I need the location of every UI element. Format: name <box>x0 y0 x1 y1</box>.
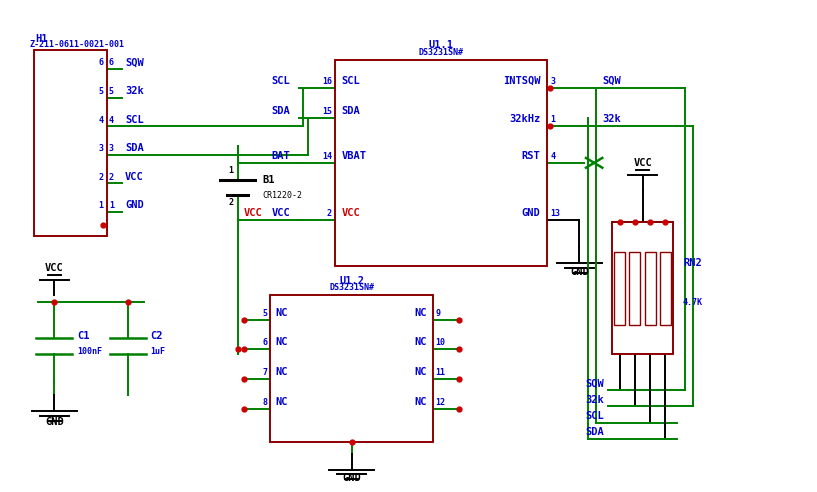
Bar <box>612 221 673 354</box>
Text: INTSQW: INTSQW <box>503 76 540 86</box>
Bar <box>270 295 433 442</box>
Text: 1: 1 <box>229 166 234 175</box>
Text: VCC: VCC <box>633 158 652 168</box>
Text: SCL: SCL <box>585 411 604 421</box>
Text: GND: GND <box>521 209 540 218</box>
Text: RST: RST <box>521 151 540 161</box>
Text: SDA: SDA <box>125 143 144 153</box>
Text: GND: GND <box>342 473 361 483</box>
Text: 32kHz: 32kHz <box>509 114 540 124</box>
Text: Z-211-0611-0021-001: Z-211-0611-0021-001 <box>30 40 125 49</box>
Text: NC: NC <box>415 398 427 407</box>
Bar <box>629 252 641 325</box>
Text: 5: 5 <box>98 87 103 96</box>
Text: 1: 1 <box>109 201 114 211</box>
Text: DS3231SN#: DS3231SN# <box>418 48 463 57</box>
Text: 32k: 32k <box>602 114 621 124</box>
Text: VCC: VCC <box>244 208 263 218</box>
Text: SCL: SCL <box>125 115 144 124</box>
Text: 1: 1 <box>98 201 103 211</box>
Text: 5: 5 <box>262 309 268 318</box>
Text: 6: 6 <box>109 59 114 67</box>
Text: 4: 4 <box>98 116 103 124</box>
Text: 8: 8 <box>262 399 268 407</box>
Text: 100nF: 100nF <box>77 347 102 356</box>
Text: 3: 3 <box>109 144 114 153</box>
Text: NC: NC <box>276 338 288 347</box>
Text: 11: 11 <box>435 368 445 376</box>
Text: 3: 3 <box>550 77 556 86</box>
Text: SDA: SDA <box>272 106 290 116</box>
Text: GND: GND <box>125 200 144 211</box>
Text: CR1220-2: CR1220-2 <box>262 190 302 200</box>
Text: SQW: SQW <box>602 76 621 86</box>
Text: 1uF: 1uF <box>150 347 165 356</box>
Text: 2: 2 <box>109 173 114 182</box>
Text: NC: NC <box>276 398 288 407</box>
Text: 15: 15 <box>322 107 332 116</box>
Text: U1.2: U1.2 <box>339 276 364 286</box>
Text: GND: GND <box>45 417 64 427</box>
Text: C2: C2 <box>150 332 163 341</box>
Text: NC: NC <box>415 367 427 376</box>
Text: SCL: SCL <box>272 76 290 86</box>
Text: 4: 4 <box>550 152 556 161</box>
Text: 2: 2 <box>98 173 103 182</box>
Text: 32k: 32k <box>585 395 604 404</box>
Text: 6: 6 <box>98 59 103 67</box>
Text: SQW: SQW <box>125 58 144 67</box>
Text: 4: 4 <box>109 116 114 124</box>
Text: SQW: SQW <box>585 378 604 388</box>
Text: BAT: BAT <box>272 151 290 161</box>
Bar <box>645 252 656 325</box>
Text: SDA: SDA <box>585 427 604 437</box>
Text: 12: 12 <box>435 399 445 407</box>
Text: NC: NC <box>276 367 288 376</box>
Text: VCC: VCC <box>342 209 360 218</box>
Text: GND: GND <box>570 267 589 277</box>
Text: B1: B1 <box>262 175 275 185</box>
Text: VBAT: VBAT <box>342 151 367 161</box>
Text: VCC: VCC <box>45 263 64 273</box>
Bar <box>614 252 625 325</box>
Text: 10: 10 <box>435 338 445 347</box>
Text: SDA: SDA <box>342 106 360 116</box>
Text: U1.1: U1.1 <box>429 40 453 50</box>
Text: 5: 5 <box>109 87 114 96</box>
Text: 1: 1 <box>550 115 556 124</box>
Text: 14: 14 <box>322 152 332 161</box>
Text: RN2: RN2 <box>683 258 702 268</box>
Bar <box>335 60 547 266</box>
Text: SCL: SCL <box>342 76 360 86</box>
Text: 32k: 32k <box>125 86 144 96</box>
Text: NC: NC <box>276 308 288 318</box>
Text: NC: NC <box>415 308 427 318</box>
Text: 6: 6 <box>262 338 268 347</box>
Bar <box>660 252 671 325</box>
Text: DS3231SN#: DS3231SN# <box>329 283 374 292</box>
Text: VCC: VCC <box>272 209 290 218</box>
Text: 4.7K: 4.7K <box>683 298 703 308</box>
Text: 7: 7 <box>262 368 268 376</box>
Text: 13: 13 <box>550 210 560 218</box>
Text: 2: 2 <box>229 198 234 207</box>
Text: 16: 16 <box>322 77 332 86</box>
Text: 9: 9 <box>435 309 440 318</box>
Text: VCC: VCC <box>125 172 144 182</box>
Text: NC: NC <box>415 338 427 347</box>
Text: C1: C1 <box>77 332 90 341</box>
Text: 3: 3 <box>98 144 103 153</box>
Bar <box>34 50 107 236</box>
Text: 2: 2 <box>327 210 332 218</box>
Text: H1: H1 <box>36 34 48 44</box>
